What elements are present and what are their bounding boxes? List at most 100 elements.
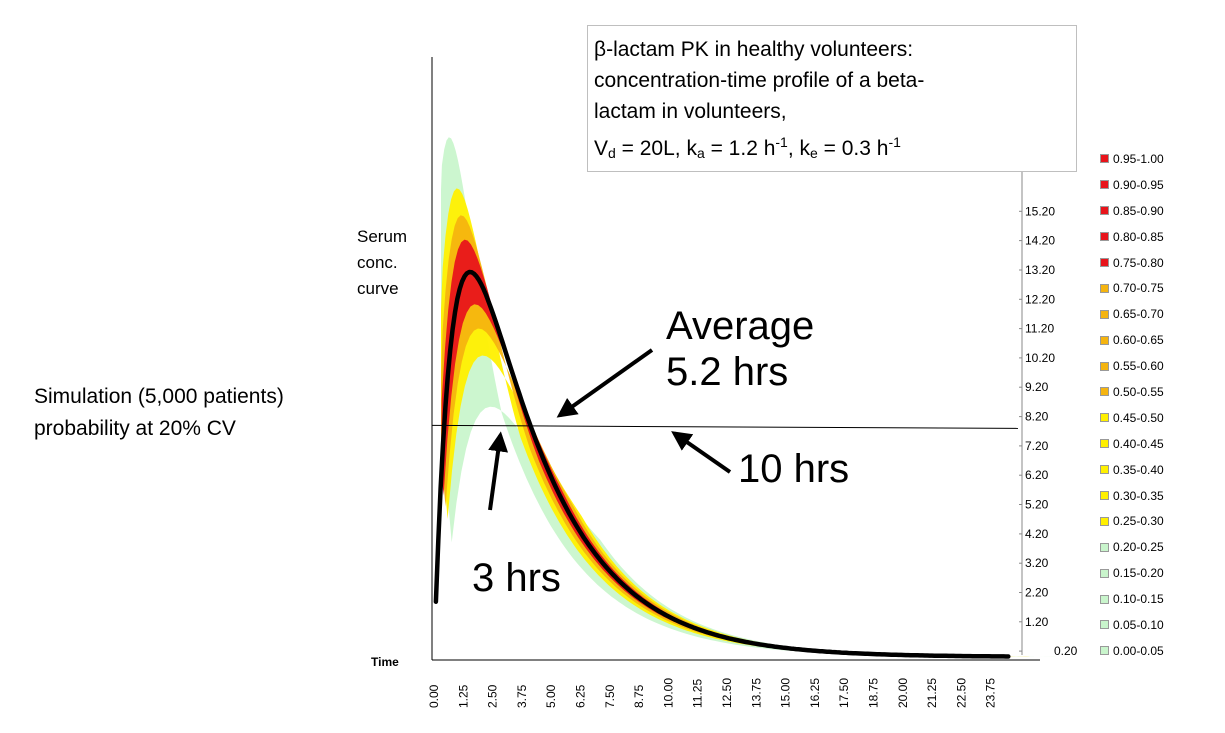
legend-swatch bbox=[1100, 439, 1109, 449]
chart-title-box: β-lactam PK in healthy volunteers: conce… bbox=[587, 25, 1077, 172]
legend-swatch bbox=[1100, 387, 1109, 397]
x-tick-label: 11.25 bbox=[691, 679, 705, 708]
x-tick-label: 15.00 bbox=[779, 678, 793, 708]
three-hrs-annotation: 3 hrs bbox=[472, 556, 561, 600]
y-tick-label: 8.20 bbox=[1025, 410, 1049, 424]
legend-label: 0.60-0.65 bbox=[1113, 333, 1164, 348]
legend-item: 0.20-0.25 bbox=[1100, 534, 1164, 560]
x-tick-label: 7.50 bbox=[603, 684, 617, 708]
y-tick-label: 15.20 bbox=[1025, 204, 1055, 218]
x-tick-label: 2.50 bbox=[486, 684, 500, 708]
chart-axes bbox=[431, 57, 1040, 661]
legend-item: 0.05-0.10 bbox=[1100, 612, 1164, 638]
legend-swatch bbox=[1100, 180, 1109, 190]
y-tick-label: 5.20 bbox=[1025, 498, 1049, 512]
legend-label: 0.70-0.75 bbox=[1113, 281, 1164, 296]
average-annotation: Average 5.2 hrs bbox=[666, 304, 815, 394]
legend-label: 0.15-0.20 bbox=[1113, 566, 1164, 581]
x-tick-label: 13.75 bbox=[749, 678, 763, 708]
probability-legend: 0.95-1.00 0.90-0.95 0.85-0.90 0.80-0.85 0.75… bbox=[1100, 146, 1164, 664]
y-tick-label: 2.20 bbox=[1025, 586, 1049, 600]
legend-label: 0.65-0.70 bbox=[1113, 307, 1164, 322]
pk-parameters: Vd = 20L, ka = 1.2 h-1, ke = 0.3 h-1 bbox=[594, 134, 901, 161]
legend-item: 0.40-0.45 bbox=[1100, 431, 1164, 457]
y-tick-label: 9.20 bbox=[1025, 380, 1049, 394]
legend-swatch bbox=[1100, 309, 1109, 319]
legend-item: 0.80-0.85 bbox=[1100, 224, 1164, 250]
legend-swatch bbox=[1100, 542, 1109, 552]
x-axis-ticks: 0.00 1.25 2.50 3.75 5.00 6.25 7.50 8.75 10.00 11.… bbox=[427, 678, 998, 708]
legend-label: 0.25-0.30 bbox=[1113, 514, 1164, 529]
x-tick-label: 1.25 bbox=[456, 684, 470, 708]
ten-hrs-arrow bbox=[671, 431, 732, 474]
legend-item: 0.30-0.35 bbox=[1100, 483, 1164, 509]
x-tick-label: 23.75 bbox=[984, 678, 998, 708]
legend-label: 0.00-0.05 bbox=[1113, 643, 1164, 658]
x-tick-label: 8.75 bbox=[632, 684, 646, 708]
legend-item: 0.10-0.15 bbox=[1100, 586, 1164, 612]
legend-item: 0.35-0.40 bbox=[1100, 457, 1164, 483]
legend-label: 0.50-0.55 bbox=[1113, 384, 1164, 399]
y-tick-label: 3.20 bbox=[1025, 556, 1049, 570]
legend-swatch bbox=[1100, 258, 1109, 267]
y-tick-label: 1.20 bbox=[1025, 615, 1049, 629]
legend-swatch bbox=[1100, 594, 1109, 604]
legend-swatch bbox=[1100, 335, 1109, 345]
y-tick-label: 12.20 bbox=[1025, 292, 1055, 306]
annotation-arrows bbox=[488, 348, 732, 511]
three-hrs-arrow bbox=[488, 431, 509, 511]
legend-label: 0.75-0.80 bbox=[1113, 255, 1164, 270]
legend-item: 0.25-0.30 bbox=[1100, 508, 1164, 534]
legend-swatch bbox=[1100, 568, 1109, 578]
legend-label: 0.05-0.10 bbox=[1113, 617, 1164, 632]
y-tick-label: 0.20 bbox=[1054, 644, 1078, 658]
legend-swatch bbox=[1100, 491, 1109, 501]
y-tick-label: 13.20 bbox=[1025, 263, 1055, 277]
legend-item: 0.00-0.05 bbox=[1100, 638, 1164, 664]
x-tick-label: 6.25 bbox=[574, 684, 588, 708]
legend-item: 0.95-1.00 bbox=[1100, 146, 1164, 172]
x-tick-label: 17.50 bbox=[837, 678, 851, 708]
y-tick-label: 4.20 bbox=[1025, 527, 1049, 541]
legend-label: 0.20-0.25 bbox=[1113, 540, 1164, 555]
ten-hrs-annotation: 10 hrs bbox=[738, 447, 850, 491]
legend-item: 0.85-0.90 bbox=[1100, 198, 1164, 224]
legend-swatch bbox=[1100, 413, 1109, 423]
legend-item: 0.65-0.70 bbox=[1100, 301, 1164, 327]
x-tick-label: 10.00 bbox=[661, 678, 675, 708]
y-tick-label: 11.20 bbox=[1025, 322, 1054, 336]
serum-concentration-curve bbox=[433, 269, 1011, 659]
legend-label: 0.10-0.15 bbox=[1113, 592, 1164, 607]
legend-item: 0.90-0.95 bbox=[1100, 172, 1164, 198]
legend-label: 0.30-0.35 bbox=[1113, 488, 1164, 503]
legend-swatch bbox=[1100, 620, 1109, 630]
x-tick-label: 3.75 bbox=[515, 684, 529, 708]
title-line-2: concentration-time profile of a beta- bbox=[594, 69, 925, 92]
legend-item: 0.75-0.80 bbox=[1100, 250, 1164, 276]
legend-swatch bbox=[1100, 465, 1109, 475]
legend-label: 0.35-0.40 bbox=[1113, 462, 1164, 477]
legend-label: 0.90-0.95 bbox=[1113, 177, 1164, 192]
title-line-3: lactam in volunteers, bbox=[594, 100, 787, 123]
legend-label: 0.55-0.60 bbox=[1113, 359, 1164, 374]
legend-swatch bbox=[1100, 361, 1109, 371]
x-tick-label: 22.50 bbox=[954, 678, 968, 708]
y-tick-label: 10.20 bbox=[1025, 351, 1055, 365]
legend-label: 0.45-0.50 bbox=[1113, 410, 1164, 425]
y-tick-label: 7.20 bbox=[1025, 439, 1049, 453]
legend-swatch bbox=[1100, 516, 1109, 526]
legend-item: 0.70-0.75 bbox=[1100, 275, 1164, 301]
y-axis-ticks: 0.20 1.20 2.20 3.20 4.20 5.20 6.20 7.20 8.20 9.20… bbox=[1019, 204, 1078, 658]
legend-label: 0.95-1.00 bbox=[1113, 151, 1164, 166]
legend-item: 0.50-0.55 bbox=[1100, 379, 1164, 405]
y-tick-label: 14.20 bbox=[1025, 234, 1055, 248]
legend-swatch bbox=[1100, 206, 1109, 216]
x-tick-label: 16.25 bbox=[808, 678, 822, 708]
legend-item: 0.55-0.60 bbox=[1100, 353, 1164, 379]
legend-swatch bbox=[1100, 154, 1109, 164]
x-axis-title: Time bbox=[371, 655, 399, 669]
legend-label: 0.80-0.85 bbox=[1113, 229, 1164, 244]
legend-swatch bbox=[1100, 283, 1109, 293]
legend-item: 0.15-0.20 bbox=[1100, 560, 1164, 586]
